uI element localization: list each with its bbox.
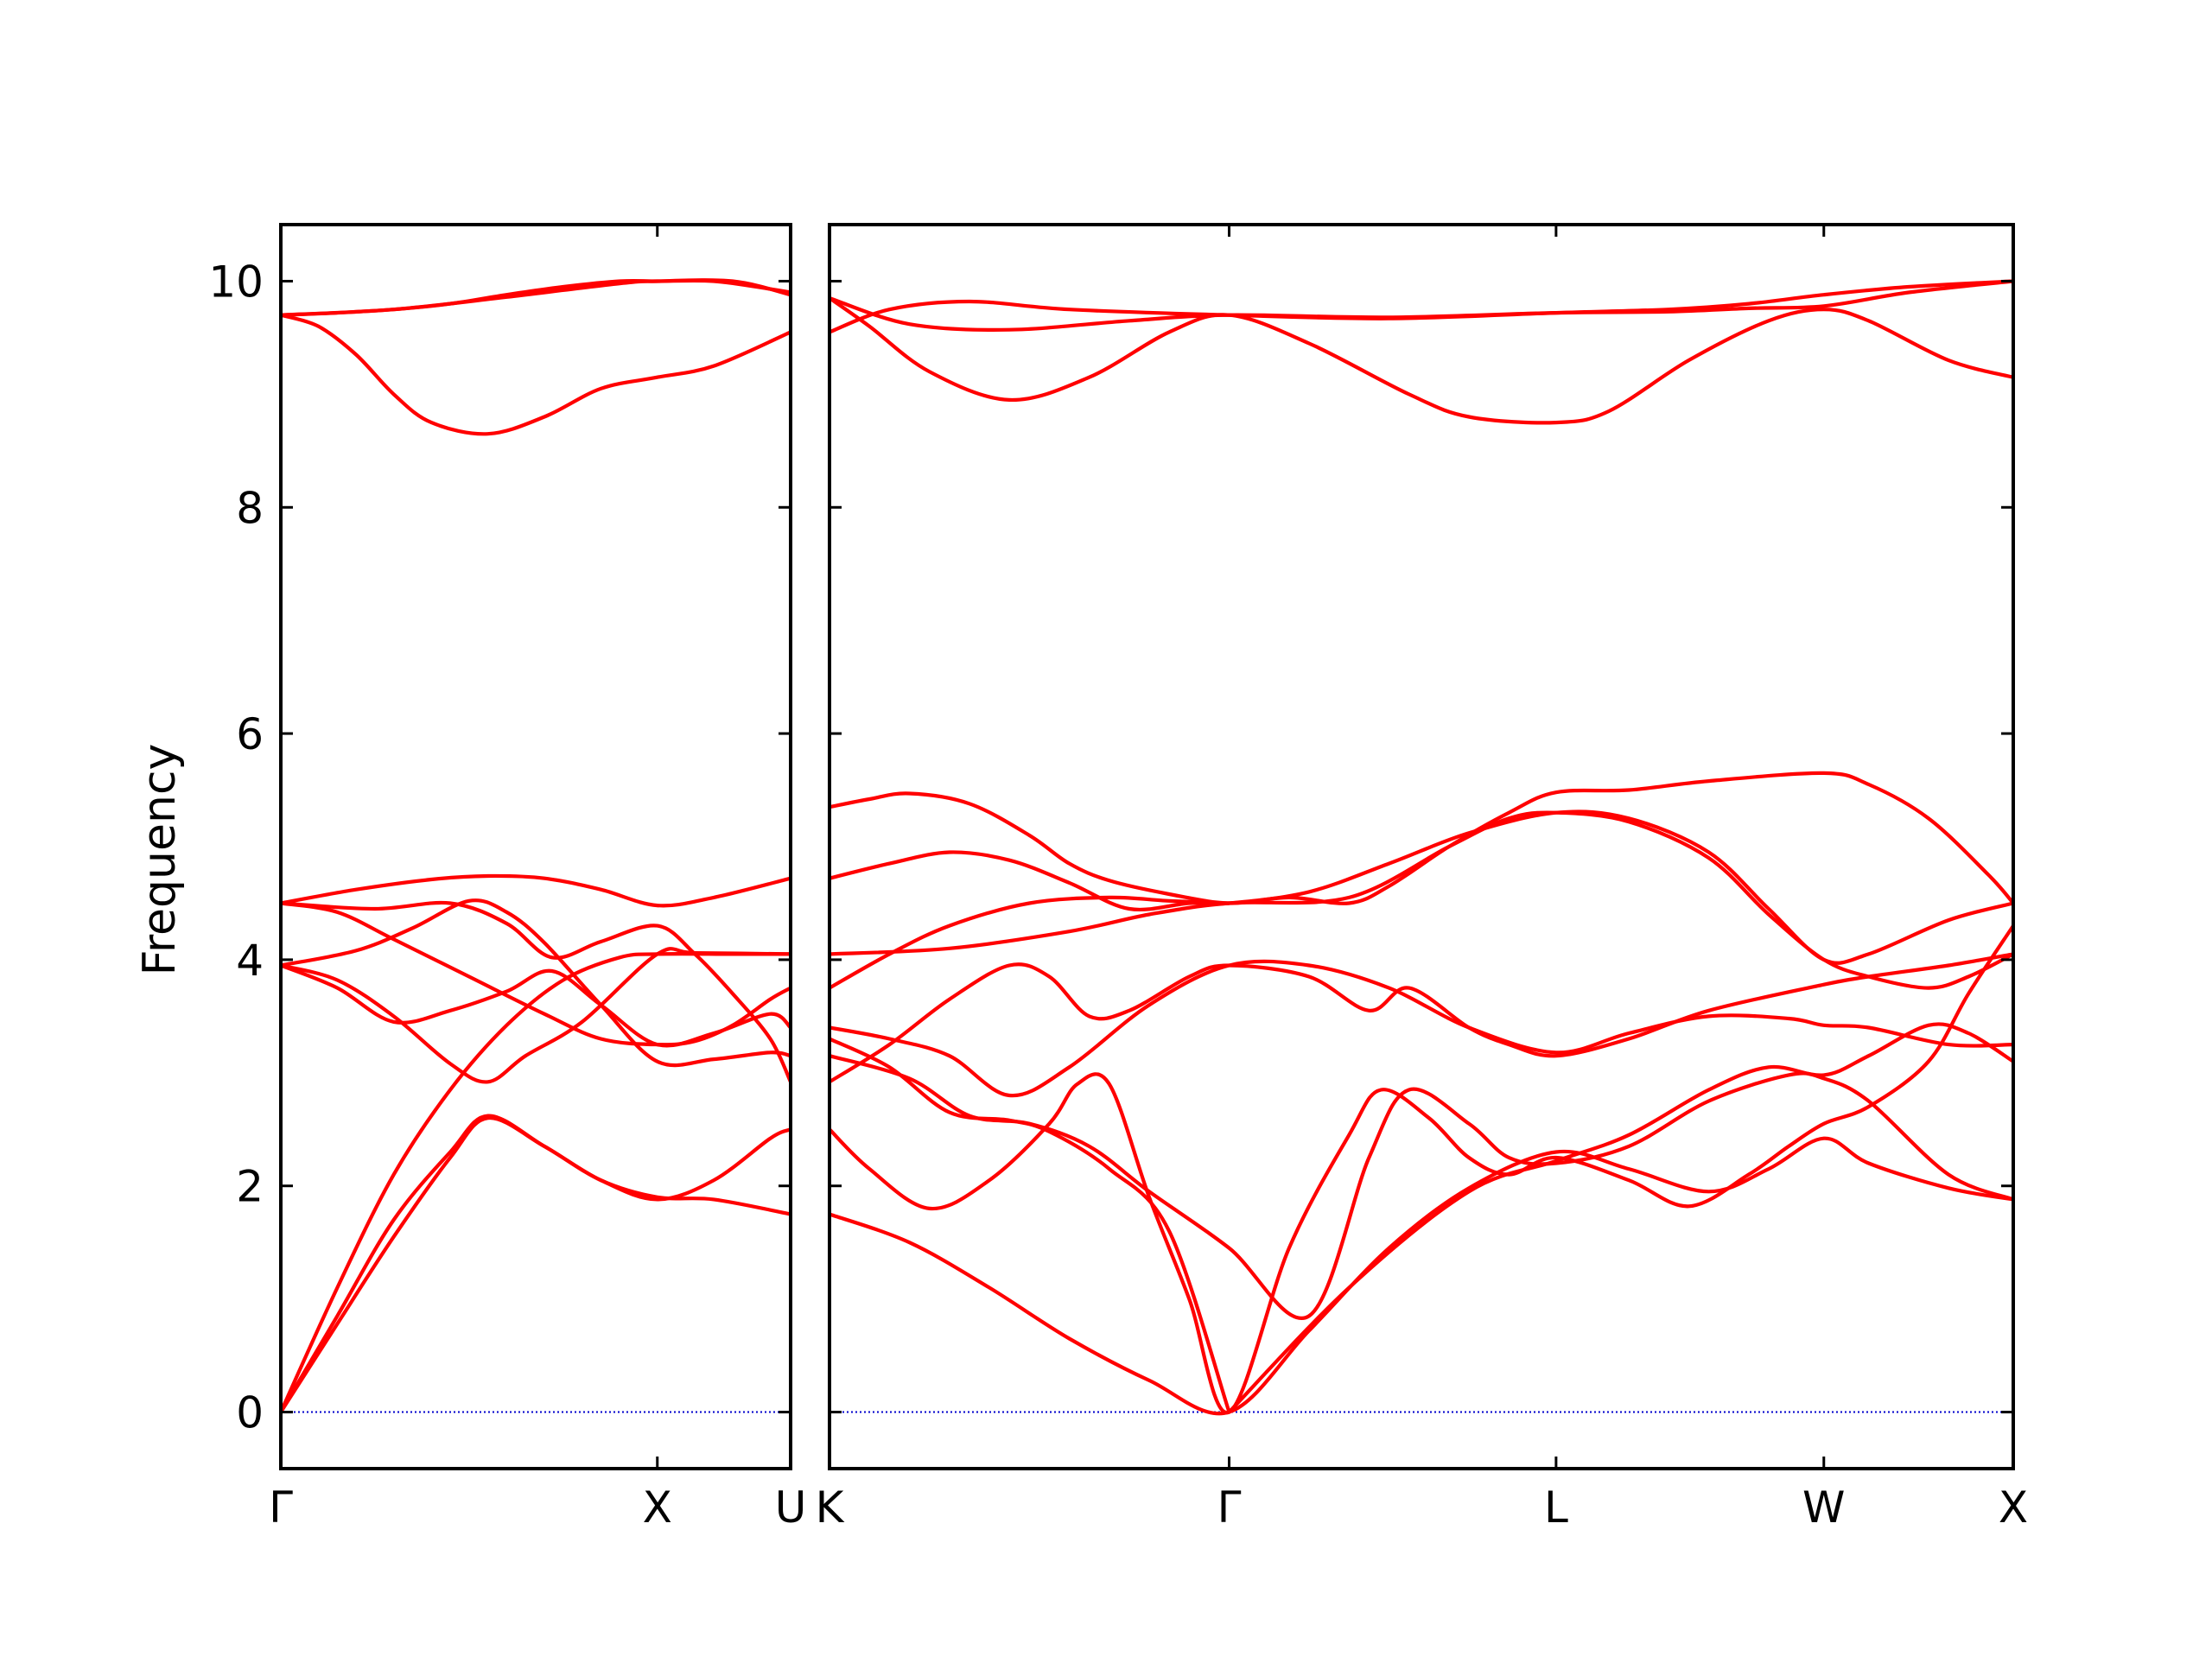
phonon-band-3 [281,278,791,317]
phonon-band-13 [830,1136,2013,1416]
x-tick-label: W [1802,1482,1845,1533]
y-axis-label: Frequency [134,744,186,976]
phonon-band-7 [830,895,1231,990]
phonon-band-2 [830,296,2013,425]
phonon-band-10 [281,1116,791,1414]
y-tick-label: 6 [236,709,264,759]
phonon-band-1 [281,278,791,317]
phonon-band-7 [281,947,791,1084]
phonon-band-4 [281,873,791,908]
phonon-band-8 [830,952,2013,1084]
phonon-band-2 [281,313,791,436]
x-tick-label: Γ [1217,1482,1242,1533]
phonon-band-12 [830,924,2013,1415]
phonon-band-5 [281,901,791,1047]
phonon-band-11 [281,951,791,1414]
axes-frame [279,223,792,1470]
panel-gamma-x-u: 0 2 4 6 8 10 Γ X U [208,223,807,1533]
y-tick-label: 2 [236,1162,264,1212]
x-tick-label: U [775,1482,807,1533]
phonon-band-3 [830,279,2013,332]
phonon-band-9 [281,963,791,1048]
phonon-band-9 [830,959,2013,1098]
axes-frame [828,223,2015,1470]
phonon-band-11 [830,1037,1231,1414]
x-tick-label: L [1544,1482,1568,1533]
phonon-band-12 [281,1114,791,1414]
y-tick-label: 4 [236,936,264,986]
x-tick-label: K [816,1482,845,1533]
x-tick-label: X [1999,1482,2028,1533]
y-tick-label: 10 [208,257,264,307]
phonon-band-8 [281,898,791,1068]
phonon-band-4 [830,771,2013,905]
y-tick-label: 8 [236,483,264,533]
x-tick-label: X [643,1482,672,1533]
x-tick-label: Γ [269,1482,293,1533]
phonon-band-14 [1227,1022,2013,1414]
phonon-band-6 [281,900,791,1084]
phonon-band-1 [830,279,2013,334]
y-tick-label: 0 [236,1388,264,1438]
